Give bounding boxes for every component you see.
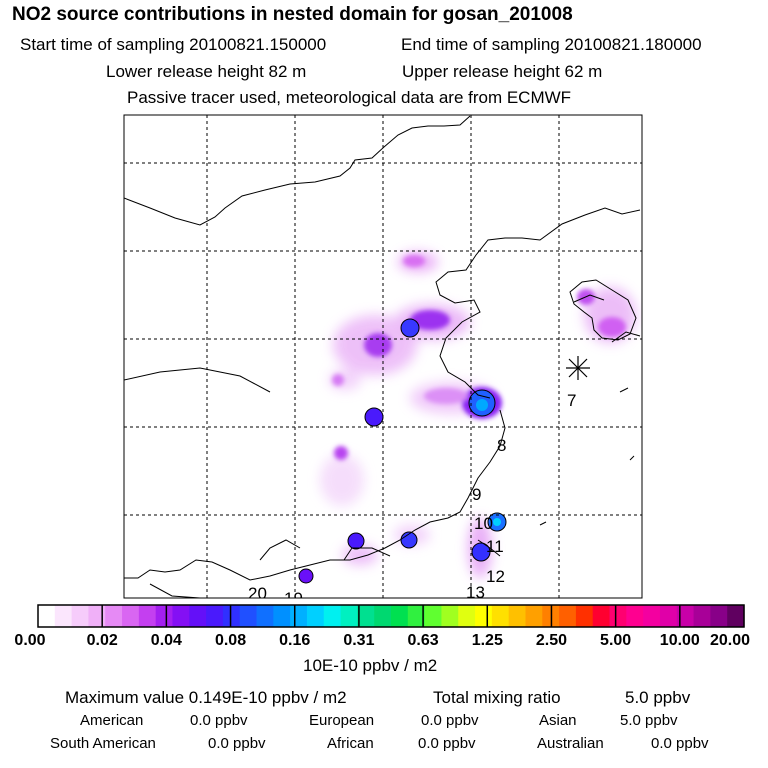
colorbar-swatch	[138, 605, 157, 627]
colorbar-swatch	[676, 605, 695, 627]
colorbar-unit: 10E-10 ppbv / m2	[303, 656, 438, 675]
colorbar-swatch	[559, 605, 577, 627]
colorbar-tick-label: 20.00	[709, 632, 751, 649]
colorbar-swatch	[659, 605, 678, 627]
colorbar-swatch	[693, 605, 711, 627]
region-name: South American	[50, 735, 156, 752]
trajectory-label: 11	[486, 537, 504, 556]
colorbar-swatch	[88, 605, 106, 627]
colorbar-swatch	[424, 605, 443, 627]
trajectory-label: 12	[486, 567, 505, 586]
sampling-end: End time of sampling 20100821.180000	[401, 35, 702, 54]
colorbar-tick-label: 0.02	[86, 632, 118, 649]
colorbar-swatch	[71, 605, 90, 627]
trajectory-label: 20	[248, 584, 267, 603]
colorbar-swatch	[105, 605, 123, 627]
region-value: 0.0 ppbv	[190, 712, 248, 729]
colorbar-tick-label: 1.25	[471, 632, 503, 649]
total-mixing-value: 5.0 ppbv	[625, 688, 691, 707]
map-frame	[123, 114, 643, 599]
max-value: Maximum value 0.149E-10 ppbv / m2	[65, 688, 347, 707]
colorbar-swatch	[239, 605, 258, 627]
region-value: 0.0 ppbv	[208, 735, 266, 752]
coastlines	[124, 115, 641, 598]
colorbar-swatch	[357, 605, 375, 627]
colorbar-swatch	[626, 605, 644, 627]
colorbar-swatch	[441, 605, 459, 627]
region-value: 0.0 ppbv	[421, 712, 479, 729]
region-name: Australian	[537, 735, 604, 752]
colorbar-tick-label: 0.08	[214, 632, 247, 649]
colorbar-swatch	[458, 605, 476, 627]
colorbar-swatch	[340, 605, 358, 627]
colorbar-swatch	[189, 605, 207, 627]
colorbar-swatch	[491, 605, 510, 627]
region-value: 0.0 ppbv	[418, 735, 476, 752]
colorbar-swatch	[374, 605, 392, 627]
region-value: 0.0 ppbv	[651, 735, 709, 752]
colorbar-swatch	[575, 605, 594, 627]
region-name: Asian	[539, 712, 577, 729]
colorbar-tick-label: 10.00	[659, 632, 700, 649]
colorbar-tick-label: 0.63	[407, 632, 439, 649]
total-mixing-label: Total mixing ratio	[433, 688, 561, 707]
release-upper: Upper release height 62 m	[402, 62, 603, 81]
colorbar-swatch	[323, 605, 342, 627]
colorbar-tick-label: 5.00	[600, 632, 632, 649]
colorbar-swatch	[609, 605, 627, 627]
trajectory-label: 13	[466, 583, 485, 602]
region-name: European	[309, 712, 375, 729]
trajectory-label: 8	[497, 436, 506, 455]
region-name: American	[80, 712, 144, 729]
trajectory-label: 10	[474, 514, 493, 533]
colorbar-tick-label: 0.04	[150, 632, 182, 649]
colorbar	[38, 605, 745, 627]
colorbar-swatch	[54, 605, 73, 627]
colorbar-swatch	[710, 605, 728, 627]
region-name: African	[327, 735, 374, 752]
colorbar-swatch	[525, 605, 543, 627]
data-note: Passive tracer used, meteorological data…	[127, 88, 572, 107]
plume-cores	[298, 255, 626, 584]
region-value: 5.0 ppbv	[620, 712, 678, 729]
colorbar-swatch	[206, 605, 224, 627]
colorbar-swatch	[273, 605, 291, 627]
trajectory-label: 9	[472, 485, 481, 504]
colorbar-frame	[37, 604, 745, 628]
map-area: 7 8 9 10 11 12 13 19 20	[124, 115, 642, 608]
colorbar-swatch	[222, 605, 241, 627]
graticule	[124, 115, 642, 598]
colorbar-swatch	[290, 605, 308, 627]
colorbar-tick-label: 2.50	[535, 632, 568, 649]
colorbar-swatch	[256, 605, 274, 627]
colorbar-tick-label: 0.00	[14, 632, 46, 649]
colorbar-swatch	[155, 605, 174, 627]
colorbar-swatch	[727, 605, 745, 627]
colorbar-swatch	[475, 605, 493, 627]
colorbar-swatch	[643, 605, 661, 627]
colorbar-swatch	[38, 605, 56, 627]
colorbar-swatch	[391, 605, 409, 627]
chart-title: NO2 source contributions in nested domai…	[12, 4, 573, 25]
colorbar-swatch	[407, 605, 426, 627]
colorbar-tick-label: 0.16	[279, 632, 311, 649]
trajectory-label: 7	[567, 391, 576, 410]
release-lower: Lower release height 82 m	[106, 62, 307, 81]
colorbar-swatch	[122, 605, 140, 627]
sampling-start: Start time of sampling 20100821.150000	[20, 35, 327, 54]
colorbar-swatch	[508, 605, 527, 627]
station-star-icon	[566, 356, 590, 380]
colorbar-swatch	[172, 605, 190, 627]
colorbar-tick-label: 0.31	[343, 632, 375, 649]
trajectory-label: 19	[284, 589, 303, 608]
colorbar-swatch	[306, 605, 325, 627]
colorbar-swatch	[592, 605, 611, 627]
